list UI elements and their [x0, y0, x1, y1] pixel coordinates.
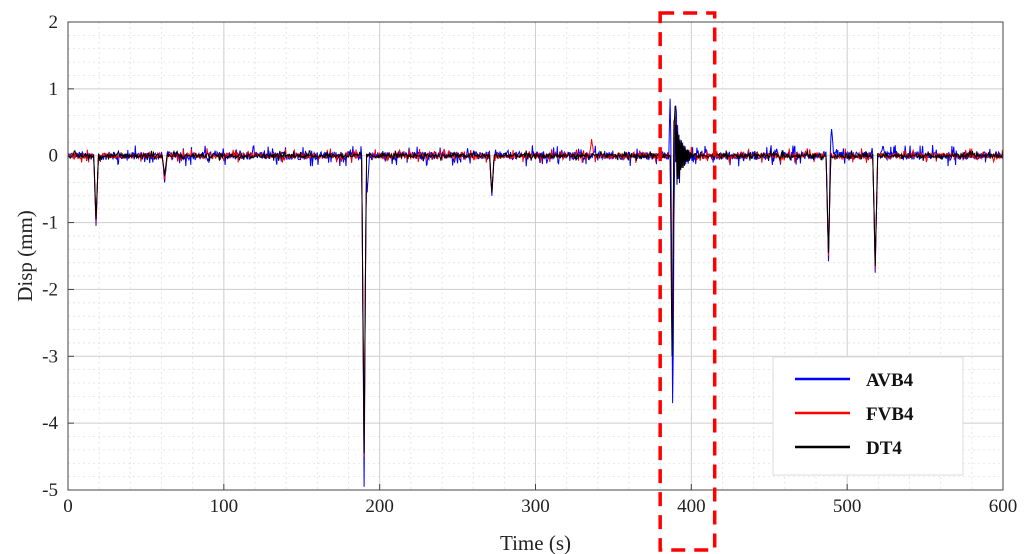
y-tick-label: -1	[42, 213, 58, 234]
x-tick-label: 400	[677, 496, 706, 517]
y-tick-label: -5	[42, 480, 58, 501]
x-tick-label: 600	[989, 496, 1018, 517]
y-tick-label: 1	[49, 79, 59, 100]
y-tick-label: -3	[42, 346, 58, 367]
x-tick-label: 100	[210, 496, 239, 517]
y-axis-label: Disp (mm)	[13, 210, 37, 302]
x-axis-label: Time (s)	[500, 531, 571, 554]
x-axis-ticks: 0 100 200 300 400 500 600	[63, 484, 1017, 517]
y-tick-label: -2	[42, 279, 58, 300]
y-axis-ticks: 2 1 0 -1 -2 -3 -4 -5	[42, 12, 74, 501]
legend-label-dt4: DT4	[866, 438, 902, 459]
y-tick-label: -4	[42, 413, 58, 434]
y-tick-label: 0	[49, 146, 59, 167]
series-layer	[67, 98, 1004, 487]
highlight-box	[658, 11, 717, 552]
x-tick-label: 500	[833, 496, 862, 517]
legend: AVB4 FVB4 DT4	[772, 356, 964, 476]
legend-label-fvb4: FVB4	[866, 404, 914, 425]
x-tick-label: 300	[521, 496, 550, 517]
x-tick-label: 200	[365, 496, 394, 517]
y-tick-label: 2	[49, 12, 59, 33]
legend-label-avb4: AVB4	[866, 370, 914, 391]
series-line-dt4	[67, 105, 1004, 454]
legend-box	[772, 356, 964, 476]
x-tick-label: 0	[63, 496, 73, 517]
